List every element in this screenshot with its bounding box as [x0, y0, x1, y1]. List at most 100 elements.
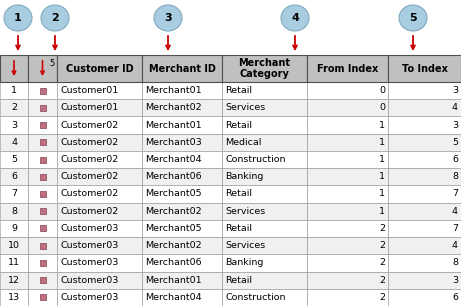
Bar: [28, 289, 57, 306]
Text: 7: 7: [452, 224, 458, 233]
Bar: [40, 294, 46, 300]
Text: 7: 7: [452, 189, 458, 199]
Bar: [307, 134, 388, 151]
Text: 5: 5: [50, 59, 55, 68]
Text: 2: 2: [379, 224, 385, 233]
Text: 1: 1: [379, 155, 385, 164]
Text: To Index: To Index: [402, 64, 448, 73]
Text: Merchant05: Merchant05: [145, 189, 201, 199]
Bar: [142, 220, 222, 237]
Bar: [0, 254, 28, 271]
Text: Customer03: Customer03: [60, 293, 118, 302]
Text: From Index: From Index: [317, 64, 378, 73]
Bar: [222, 289, 307, 306]
Text: 4: 4: [11, 138, 17, 147]
Text: Construction: Construction: [225, 293, 285, 302]
Text: 1: 1: [379, 207, 385, 216]
Bar: [40, 122, 46, 128]
Bar: [28, 117, 57, 134]
Bar: [0, 82, 28, 99]
Bar: [0, 168, 28, 185]
Text: 3: 3: [452, 121, 458, 129]
Text: Services: Services: [225, 103, 265, 112]
Bar: [28, 271, 57, 289]
Text: Merchant ID: Merchant ID: [148, 64, 215, 73]
Bar: [388, 203, 461, 220]
Bar: [388, 151, 461, 168]
Bar: [28, 185, 57, 203]
Text: 13: 13: [8, 293, 20, 302]
Bar: [28, 82, 57, 99]
Ellipse shape: [4, 5, 32, 31]
Bar: [142, 151, 222, 168]
Text: 5: 5: [452, 138, 458, 147]
Text: Customer ID: Customer ID: [65, 64, 133, 73]
Bar: [28, 254, 57, 271]
Text: Merchant01: Merchant01: [145, 276, 201, 285]
Bar: [0, 185, 28, 203]
Text: 1: 1: [379, 138, 385, 147]
Bar: [57, 254, 142, 271]
Text: Customer03: Customer03: [60, 259, 118, 267]
Text: 4: 4: [452, 103, 458, 112]
Text: Customer02: Customer02: [60, 172, 118, 181]
Text: 2: 2: [379, 259, 385, 267]
Text: Retail: Retail: [225, 189, 252, 199]
Text: Merchant06: Merchant06: [145, 259, 201, 267]
Text: 2: 2: [379, 241, 385, 250]
Bar: [40, 191, 46, 197]
Text: Services: Services: [225, 241, 265, 250]
Bar: [40, 208, 46, 214]
Bar: [388, 134, 461, 151]
Text: 2: 2: [11, 103, 17, 112]
Bar: [222, 220, 307, 237]
Bar: [142, 271, 222, 289]
Text: Merchant01: Merchant01: [145, 86, 201, 95]
Bar: [142, 185, 222, 203]
Text: 5: 5: [409, 13, 417, 23]
Bar: [142, 289, 222, 306]
Bar: [222, 55, 307, 82]
Bar: [307, 99, 388, 117]
Bar: [57, 220, 142, 237]
Bar: [222, 82, 307, 99]
Text: 2: 2: [379, 293, 385, 302]
Text: Customer02: Customer02: [60, 121, 118, 129]
Bar: [57, 185, 142, 203]
Text: 2: 2: [51, 13, 59, 23]
Text: Customer02: Customer02: [60, 138, 118, 147]
Bar: [40, 105, 46, 111]
Text: Customer02: Customer02: [60, 207, 118, 216]
Bar: [222, 151, 307, 168]
Text: Customer01: Customer01: [60, 103, 118, 112]
Text: 9: 9: [11, 224, 17, 233]
Text: Merchant06: Merchant06: [145, 172, 201, 181]
Text: Retail: Retail: [225, 86, 252, 95]
Text: Merchant03: Merchant03: [145, 138, 202, 147]
Bar: [28, 151, 57, 168]
Bar: [0, 55, 28, 82]
Bar: [142, 117, 222, 134]
Bar: [388, 55, 461, 82]
Bar: [388, 237, 461, 254]
Ellipse shape: [41, 5, 69, 31]
Text: 5: 5: [11, 155, 17, 164]
Bar: [222, 117, 307, 134]
Bar: [142, 99, 222, 117]
Text: Banking: Banking: [225, 172, 263, 181]
Text: 1: 1: [379, 189, 385, 199]
Text: 4: 4: [452, 241, 458, 250]
Bar: [307, 151, 388, 168]
Bar: [57, 168, 142, 185]
Bar: [28, 203, 57, 220]
Bar: [0, 220, 28, 237]
Text: 3: 3: [11, 121, 17, 129]
Bar: [307, 289, 388, 306]
Bar: [388, 185, 461, 203]
Bar: [142, 203, 222, 220]
Bar: [307, 55, 388, 82]
Bar: [28, 237, 57, 254]
Bar: [57, 271, 142, 289]
Bar: [222, 185, 307, 203]
Bar: [307, 220, 388, 237]
